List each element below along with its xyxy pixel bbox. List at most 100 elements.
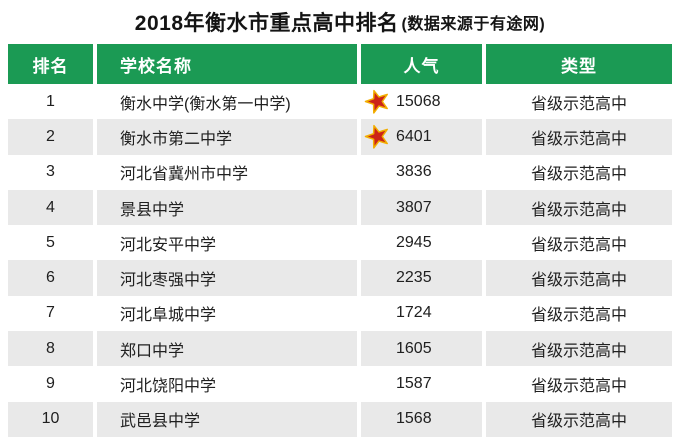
header-type: 类型 [486,44,672,84]
popularity-cell: 1568 [361,401,482,437]
type-cell: 省级示范高中 [486,189,672,226]
rank-cell: 7 [8,295,93,332]
column-divider [482,366,486,402]
column-divider [482,189,486,226]
table-row: 7 河北阜城中学 1724 省级示范高中 [8,295,672,332]
school-cell: 河北安平中学 [97,225,357,261]
type-cell: 省级示范高中 [486,119,672,155]
table-row: 5 河北安平中学 2945 省级示范高中 [8,225,672,261]
type-cell: 省级示范高中 [486,401,672,437]
popularity-value: 1605 [396,339,432,357]
column-divider [357,331,361,367]
popularity-cell: 3836 [361,154,482,190]
rank-cell: 4 [8,189,93,226]
popularity-value: 2945 [396,233,432,251]
popularity-cell: 2945 [361,225,482,261]
school-cell: 郑口中学 [97,331,357,367]
column-divider [93,366,97,402]
column-divider [93,119,97,155]
school-cell: 河北饶阳中学 [97,366,357,402]
column-divider [482,331,486,367]
table-row: 9 河北饶阳中学 1587 省级示范高中 [8,366,672,402]
column-divider [357,84,361,120]
popularity-cell: 1605 [361,331,482,367]
column-divider [482,260,486,296]
column-divider [93,189,97,226]
column-divider [357,225,361,261]
type-cell: 省级示范高中 [486,366,672,402]
popularity-cell: 6401 [361,119,482,155]
popularity-value: 6401 [396,127,432,145]
column-divider [357,260,361,296]
column-divider [357,295,361,332]
rank-cell: 5 [8,225,93,261]
column-divider [357,366,361,402]
table-row: 8 郑口中学 1605 省级示范高中 [8,331,672,367]
column-divider [357,401,361,437]
column-divider [357,154,361,190]
school-cell: 河北阜城中学 [97,295,357,332]
column-divider [93,260,97,296]
column-divider [482,401,486,437]
rank-cell: 2 [8,119,93,155]
school-cell: 武邑县中学 [97,401,357,437]
school-cell: 衡水市第二中学 [97,119,357,155]
popularity-value: 1724 [396,304,432,322]
header-popularity: 人气 [361,44,482,84]
rank-cell: 10 [8,401,93,437]
column-divider [93,154,97,190]
table-row: 4 景县中学 3807 省级示范高中 [8,189,672,226]
column-divider [93,295,97,332]
table-body: 1 衡水中学(衡水第一中学) 15068 省级示范高中 2 衡水市第二中学 6401 省级示范… [8,84,672,437]
popularity-cell: 1724 [361,295,482,332]
type-cell: 省级示范高中 [486,331,672,367]
school-cell: 河北枣强中学 [97,260,357,296]
column-divider [93,84,97,120]
rank-cell: 1 [8,84,93,120]
rank-cell: 9 [8,366,93,402]
column-divider [93,225,97,261]
page-title: 2018年衡水市重点高中排名 (数据来源于有途网) [0,0,680,44]
table-row: 1 衡水中学(衡水第一中学) 15068 省级示范高中 [8,84,672,120]
popularity-value: 1587 [396,375,432,393]
type-cell: 省级示范高中 [486,225,672,261]
column-divider [482,84,486,120]
rank-cell: 6 [8,260,93,296]
column-divider [357,189,361,226]
column-divider [93,401,97,437]
type-cell: 省级示范高中 [486,295,672,332]
popularity-cell: 1587 [361,366,482,402]
popularity-value: 3807 [396,198,432,216]
table-row: 2 衡水市第二中学 6401 省级示范高中 [8,119,672,155]
type-cell: 省级示范高中 [486,260,672,296]
table-header-row: 排名 学校名称 人气 类型 [8,44,672,84]
table-row: 3 河北省冀州市中学 3836 省级示范高中 [8,154,672,190]
header-school: 学校名称 [97,44,357,84]
column-divider [482,225,486,261]
title-text: 2018年衡水市重点高中排名 [134,12,399,35]
school-cell: 衡水中学(衡水第一中学) [97,84,357,120]
column-divider [482,44,486,84]
popularity-cell: 3807 [361,189,482,226]
star-icon [364,125,388,150]
header-rank: 排名 [8,44,93,84]
table-row: 10 武邑县中学 1568 省级示范高中 [8,401,672,437]
type-cell: 省级示范高中 [486,84,672,120]
star-icon [364,90,388,114]
type-cell: 省级示范高中 [486,154,672,190]
column-divider [93,331,97,367]
rank-cell: 3 [8,154,93,190]
popularity-cell: 15068 [361,84,482,120]
column-divider [357,44,361,84]
rank-cell: 8 [8,331,93,367]
school-cell: 景县中学 [97,189,357,226]
popularity-value: 3836 [396,163,432,181]
column-divider [357,119,361,155]
ranking-table: 排名 学校名称 人气 类型 1 衡水中学(衡水第一中学) 15068 省级示范高中 2 衡… [8,44,672,437]
title-source-note: (数据来源于有途网) [401,16,546,33]
column-divider [482,119,486,155]
table-row: 6 河北枣强中学 2235 省级示范高中 [8,260,672,296]
popularity-value: 1568 [396,410,432,428]
column-divider [93,44,97,84]
